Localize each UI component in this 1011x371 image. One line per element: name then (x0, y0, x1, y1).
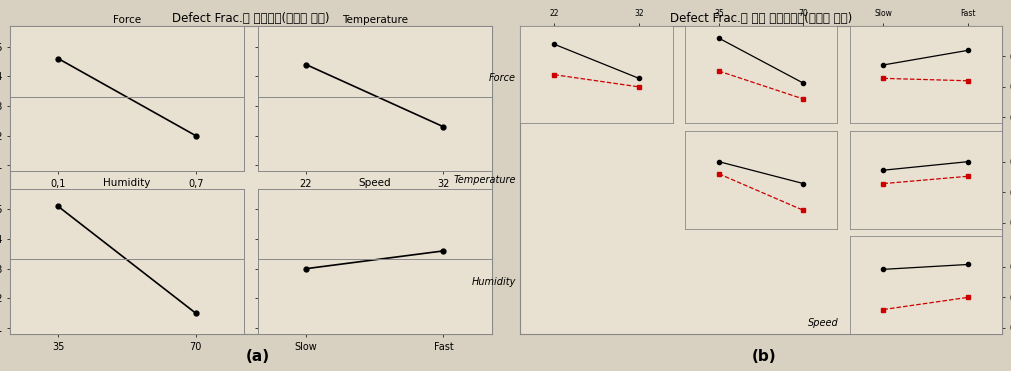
FancyBboxPatch shape (881, 243, 1001, 320)
Text: 0.7: 0.7 (938, 86, 951, 95)
Title: Force: Force (113, 15, 141, 25)
Text: 70: 70 (938, 289, 949, 298)
Text: Temperature: Temperature (453, 175, 516, 185)
Text: (b): (b) (751, 349, 775, 364)
Text: 35: 35 (938, 265, 949, 274)
FancyBboxPatch shape (881, 141, 1001, 219)
Text: (a): (a) (246, 349, 270, 364)
Text: 0.1: 0.1 (938, 62, 951, 70)
Title: Speed: Speed (358, 178, 390, 188)
Text: Humidity: Humidity (922, 246, 959, 255)
Title: Defect Frac.에 대한 상호효과도(데이터 평균): Defect Frac.에 대한 상호효과도(데이터 평균) (669, 12, 851, 25)
Title: Temperature: Temperature (342, 15, 407, 25)
Text: Speed: Speed (808, 318, 838, 328)
Title: Humidity: Humidity (103, 178, 151, 188)
Text: 22: 22 (938, 163, 949, 172)
Text: Force: Force (929, 43, 952, 52)
Text: 32: 32 (938, 188, 949, 197)
FancyBboxPatch shape (881, 40, 1001, 117)
Text: Force: Force (488, 73, 516, 83)
Text: Humidity: Humidity (471, 276, 516, 286)
Title: Defect Frac.의 주효과도(데이터 평균): Defect Frac.의 주효과도(데이터 평균) (172, 12, 330, 25)
Text: Temperature: Temperature (914, 145, 968, 154)
